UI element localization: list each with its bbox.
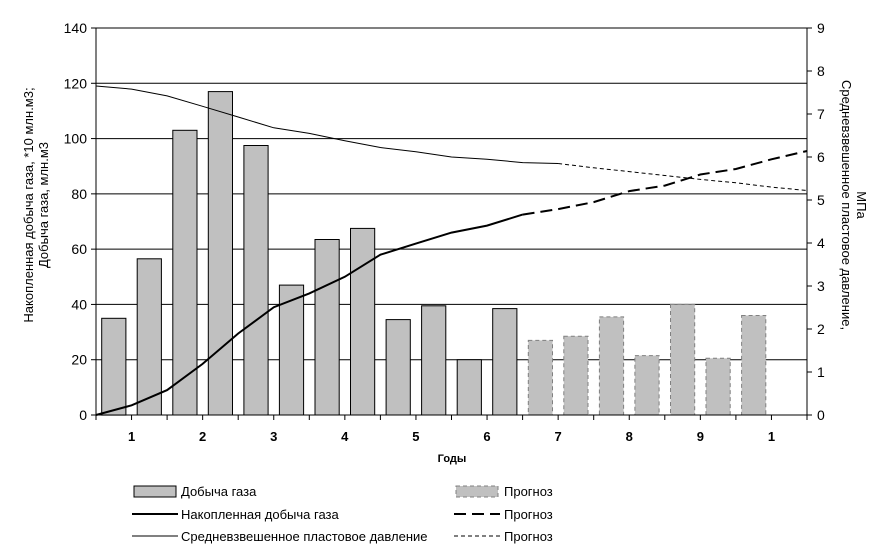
y-left-tick-label-60: 60	[71, 241, 87, 257]
y-axis-right-title: Средневзвешенное пластовое давление, МПа	[833, 40, 869, 370]
forecast-bar-17	[670, 303, 696, 416]
cumulative-production-line	[95, 213, 523, 416]
x-tick-label-4: 4	[341, 429, 349, 444]
x-tick-label-7: 7	[554, 429, 561, 444]
legend-swatch-production-forecast	[455, 485, 499, 498]
y-right-tick-label-8: 8	[817, 63, 825, 79]
y-left-tick-label-20: 20	[71, 352, 87, 368]
production-bar-5	[243, 145, 269, 416]
production-bar-7	[314, 239, 340, 416]
production-bar-1	[101, 317, 127, 416]
x-axis-label: Годы	[438, 453, 467, 465]
y-left-tick-label-80: 80	[71, 186, 87, 202]
x-tick-label-9: 9	[697, 429, 704, 444]
y-right-tick-label-4: 4	[817, 235, 825, 251]
y-right-tick-label-9: 9	[817, 20, 825, 36]
y-axis-left-label-line1: Накопленная добыча газа, *10 млн.м3;	[21, 87, 36, 322]
y-axis-right-label-line2: МПа	[854, 191, 869, 219]
axes	[91, 27, 812, 420]
forecast-bar-16	[634, 355, 660, 416]
production-bar-2	[136, 258, 162, 416]
production-bar-12	[492, 308, 518, 416]
y-right-tick-label-7: 7	[817, 106, 825, 122]
production-bar-9	[385, 319, 411, 416]
forecast-bar-13	[527, 339, 553, 416]
production-bar-11	[456, 359, 482, 416]
x-tick-label-5: 5	[412, 429, 419, 444]
forecast-bar-19	[741, 315, 767, 416]
y-left-tick-label-120: 120	[64, 75, 88, 91]
gridlines	[96, 27, 807, 361]
y-right-tick-label-1: 1	[817, 364, 825, 380]
y-right-tick-label-6: 6	[817, 149, 825, 165]
legend-swatch-production	[133, 485, 177, 498]
x-tick-label-6: 6	[483, 429, 490, 444]
production-bar-10	[421, 305, 447, 416]
legend-marks	[132, 485, 500, 537]
x-tick-label-3: 3	[270, 429, 277, 444]
tick-labels: 0 20 40 60 80 100 120 140 0 1 2 3 4 5 6 7 8 9 1 2 3 4 5 6 7 8 9 1	[64, 20, 825, 444]
y-left-tick-label-140: 140	[64, 20, 88, 36]
forecast-bar-18	[705, 357, 731, 416]
bar-series	[101, 91, 767, 416]
x-tick-label-8: 8	[626, 429, 633, 444]
y-axis-left-label-line2: Добыча газа, млн.м3	[36, 142, 51, 268]
x-tick-label-10: 1	[768, 429, 775, 444]
y-axis-right-label-line1: Средневзвешенное пластовое давление,	[839, 80, 854, 330]
y-axis-left-title: Накопленная добыча газа, *10 млн.м3; Доб…	[20, 40, 54, 370]
y-right-tick-label-5: 5	[817, 192, 825, 208]
forecast-bar-14	[563, 335, 589, 416]
forecast-bar-15	[598, 316, 625, 416]
pressure-forecast-line	[558, 163, 808, 191]
y-left-tick-label-0: 0	[79, 407, 87, 423]
x-tick-label-1: 1	[128, 429, 135, 444]
y-right-tick-label-3: 3	[817, 278, 825, 294]
y-left-tick-label-100: 100	[64, 131, 88, 147]
production-bar-3	[172, 129, 198, 416]
y-left-tick-label-40: 40	[71, 296, 87, 312]
line-series	[95, 85, 808, 416]
pressure-line	[95, 85, 559, 164]
production-bar-8	[350, 227, 376, 416]
y-right-tick-label-0: 0	[817, 407, 825, 423]
x-tick-label-2: 2	[199, 429, 206, 444]
cumulative-forecast-line	[522, 150, 808, 216]
y-right-tick-label-2: 2	[817, 321, 825, 337]
production-bar-4	[207, 91, 234, 416]
